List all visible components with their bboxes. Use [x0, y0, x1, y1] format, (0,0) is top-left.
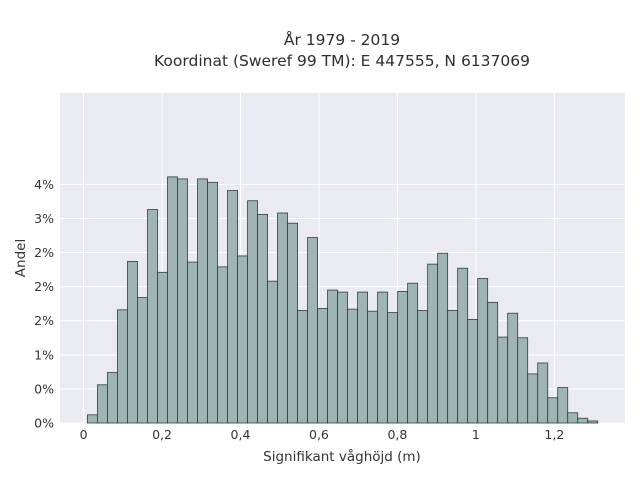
y-axis-label: Andel — [13, 239, 29, 277]
histogram-bar — [197, 178, 208, 424]
histogram-bar — [247, 200, 258, 424]
x-axis-label: Signifikant våghöjd (m) — [263, 448, 421, 465]
histogram-bar — [367, 310, 379, 424]
histogram-bar — [217, 266, 228, 424]
y-tick-label: 3% — [34, 211, 54, 226]
y-tick-label: 1% — [34, 347, 54, 362]
y-tick-label: 2% — [34, 313, 54, 328]
histogram-bar — [467, 318, 479, 424]
histogram-bar — [447, 310, 459, 424]
histogram-bar — [277, 212, 288, 424]
y-axis-ticks: 0% 0% 1% 2% 2% 2% 3% 4% — [34, 177, 54, 431]
histogram-bar — [257, 213, 268, 424]
histogram-bar — [457, 267, 469, 424]
histogram-bar — [507, 312, 519, 424]
histogram-bar — [497, 336, 509, 424]
histogram-bar — [147, 209, 158, 424]
histogram-bar — [307, 237, 318, 424]
histogram-bar — [187, 261, 198, 424]
histogram-bar — [317, 308, 328, 424]
histogram-bar — [117, 309, 128, 424]
histogram-bar — [227, 190, 238, 424]
histogram-bar — [267, 280, 278, 424]
x-tick-label: 0,8 — [387, 427, 407, 442]
histogram-bar — [87, 414, 98, 424]
histogram-bar — [337, 291, 349, 424]
histogram-bar — [557, 387, 569, 424]
histogram-bar — [417, 310, 429, 424]
histogram-bar — [107, 372, 118, 424]
x-tick-label: 0,2 — [152, 427, 172, 442]
y-tick-label: 2% — [34, 279, 54, 294]
y-tick-label: 0% — [34, 416, 54, 431]
histogram-bar — [377, 291, 389, 424]
x-tick-label: 1 — [472, 427, 480, 442]
histogram-bar — [567, 412, 579, 424]
histogram-bar — [207, 181, 218, 424]
histogram-bar — [177, 178, 188, 424]
histogram-bar — [297, 310, 308, 424]
histogram-bar — [157, 271, 168, 424]
histogram-bar — [287, 222, 298, 424]
y-tick-label: 0% — [34, 381, 54, 396]
x-tick-label: 0,6 — [309, 427, 329, 442]
histogram-bar — [327, 289, 338, 424]
histogram-bar — [527, 373, 539, 424]
histogram-bar — [127, 261, 138, 424]
histogram-bar — [397, 291, 409, 424]
x-tick-label: 0 — [80, 427, 88, 442]
histogram-bar — [137, 297, 148, 424]
histogram-bar — [407, 282, 419, 424]
x-tick-label: 0,4 — [231, 427, 251, 442]
histogram-bar — [357, 291, 369, 424]
histogram-bar — [537, 362, 549, 424]
histogram-bar — [587, 420, 599, 424]
bars — [87, 176, 599, 424]
histogram-bar — [97, 384, 108, 424]
histogram-bar — [547, 397, 559, 424]
histogram-bar — [387, 312, 399, 424]
histogram-bar — [437, 252, 449, 424]
histogram-bar — [487, 301, 499, 424]
chart-subtitle: Koordinat (Sweref 99 TM): E 447555, N 61… — [154, 52, 530, 70]
histogram-bar — [167, 176, 178, 424]
histogram-bar — [477, 278, 489, 424]
histogram-bar — [237, 255, 248, 424]
x-axis-ticks: 0 0,2 0,4 0,6 0,8 1 1,2 — [80, 427, 565, 442]
x-tick-label: 1,2 — [544, 427, 564, 442]
histogram-bar — [517, 337, 529, 424]
histogram-bar — [577, 417, 589, 424]
histogram-bar — [347, 308, 359, 424]
histogram-bar — [427, 263, 439, 424]
y-tick-label: 4% — [34, 177, 54, 192]
chart-title: År 1979 - 2019 — [284, 30, 400, 49]
y-tick-label: 2% — [34, 245, 54, 260]
